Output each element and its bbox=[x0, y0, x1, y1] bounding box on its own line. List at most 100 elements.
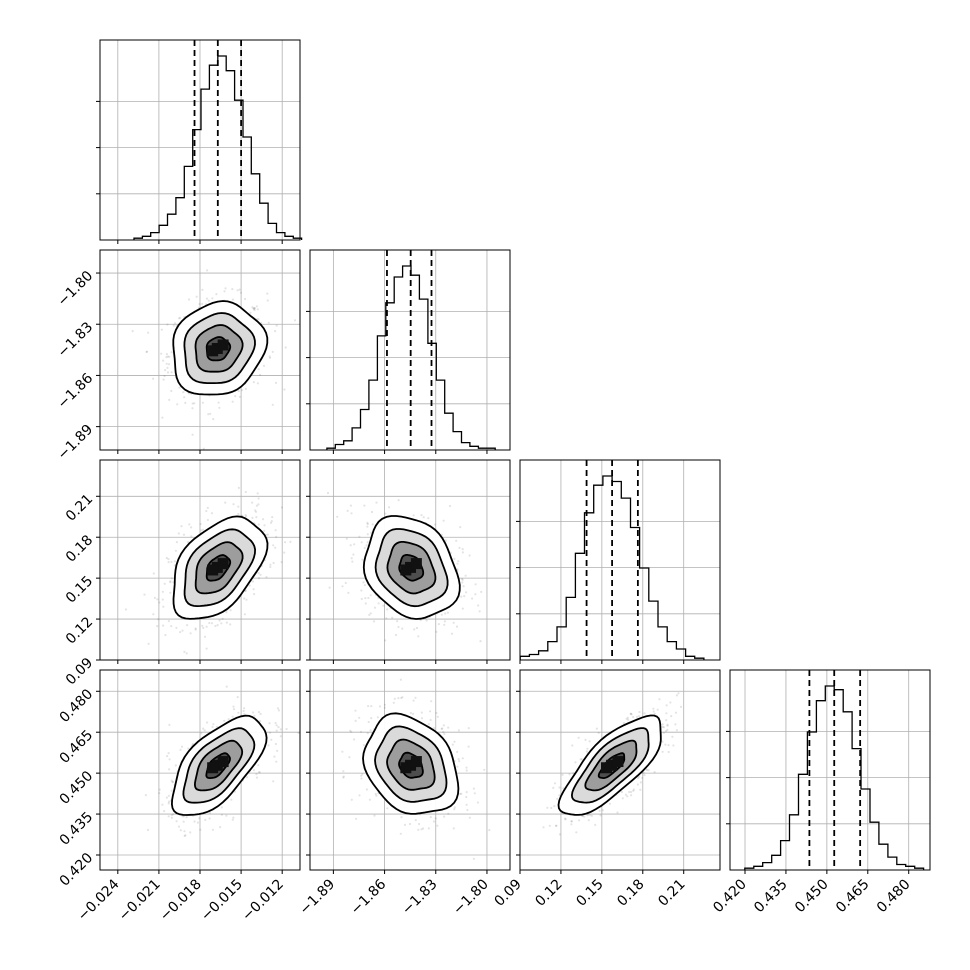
sample-point bbox=[194, 628, 197, 631]
contour-line-3 bbox=[557, 714, 662, 816]
sample-point bbox=[414, 819, 417, 822]
y-tick-label: 0.465 bbox=[57, 727, 97, 767]
contour-line-3 bbox=[170, 714, 268, 816]
sample-point bbox=[205, 509, 208, 513]
sample-point bbox=[198, 302, 201, 306]
sample-point bbox=[384, 512, 387, 515]
sample-point bbox=[399, 678, 402, 681]
sample-point bbox=[572, 772, 575, 775]
sample-point bbox=[257, 577, 261, 580]
sample-point bbox=[558, 786, 561, 789]
sample-point bbox=[388, 506, 391, 509]
sample-point bbox=[350, 798, 353, 801]
panel-frame bbox=[309, 249, 511, 451]
sample-point bbox=[275, 724, 278, 727]
sample-point bbox=[632, 715, 635, 719]
sample-point bbox=[203, 729, 206, 732]
density-peak-cell bbox=[410, 756, 422, 768]
sample-point bbox=[468, 816, 471, 819]
contour-line-2 bbox=[374, 725, 448, 803]
sample-point bbox=[369, 729, 372, 732]
sample-point bbox=[167, 752, 170, 755]
sample-point bbox=[179, 316, 182, 319]
sample-point bbox=[465, 791, 468, 794]
sample-point bbox=[597, 731, 600, 735]
sample-point bbox=[457, 560, 460, 563]
sample-point bbox=[420, 711, 423, 714]
sample-point bbox=[473, 792, 476, 795]
sample-point bbox=[341, 585, 344, 588]
sample-point bbox=[447, 812, 450, 815]
sample-point bbox=[191, 742, 194, 746]
sample-point bbox=[461, 548, 464, 551]
x-tick-label: 0.480 bbox=[874, 876, 914, 916]
sample-point bbox=[200, 732, 203, 735]
sample-point bbox=[362, 581, 365, 584]
sample-point bbox=[229, 623, 232, 626]
sample-point bbox=[370, 705, 373, 708]
sample-point bbox=[183, 830, 186, 833]
sample-point bbox=[434, 523, 437, 526]
sample-point bbox=[257, 711, 261, 714]
sample-point bbox=[382, 604, 385, 607]
histogram-panel-0 bbox=[96, 39, 303, 244]
sample-point bbox=[665, 719, 668, 722]
sample-point bbox=[204, 818, 207, 822]
x-tick-label: 0.18 bbox=[614, 876, 647, 909]
sample-point bbox=[366, 533, 369, 536]
sample-point bbox=[274, 721, 277, 725]
sample-point bbox=[471, 597, 474, 600]
sample-point bbox=[189, 632, 192, 635]
sample-point bbox=[275, 535, 278, 539]
sample-point bbox=[248, 584, 251, 587]
sample-point bbox=[238, 395, 241, 398]
sample-point bbox=[555, 824, 558, 827]
sample-point bbox=[253, 309, 256, 312]
y-tick-label: 0.435 bbox=[57, 809, 97, 849]
sample-point bbox=[252, 381, 255, 384]
sample-point bbox=[558, 794, 561, 797]
sample-point bbox=[363, 546, 366, 550]
sample-point bbox=[256, 308, 259, 311]
sample-point bbox=[429, 718, 432, 722]
sample-point bbox=[585, 750, 589, 753]
sample-point bbox=[674, 711, 678, 714]
sample-point bbox=[180, 525, 183, 528]
sample-point bbox=[639, 788, 642, 791]
sample-point bbox=[162, 378, 165, 381]
sample-point bbox=[434, 817, 437, 820]
contour-line-0 bbox=[205, 336, 232, 362]
contour-line-2 bbox=[570, 727, 650, 804]
sample-point bbox=[211, 297, 214, 300]
sample-point bbox=[562, 787, 565, 790]
x-tick-label: −0.024 bbox=[75, 876, 123, 924]
sample-point bbox=[386, 807, 389, 810]
sample-point bbox=[412, 514, 415, 517]
y-tick-label: 0.09 bbox=[63, 655, 96, 688]
sample-point bbox=[461, 757, 464, 760]
sample-point bbox=[170, 816, 173, 820]
sample-point bbox=[345, 537, 348, 540]
sample-point bbox=[231, 288, 234, 291]
sample-point bbox=[183, 396, 186, 399]
sample-point bbox=[257, 318, 260, 321]
sample-point bbox=[277, 709, 280, 712]
sample-point bbox=[191, 433, 194, 436]
sample-point bbox=[368, 798, 371, 801]
sample-point bbox=[283, 388, 286, 391]
sample-point bbox=[214, 624, 217, 628]
sample-point bbox=[601, 809, 604, 812]
density-peak-cell bbox=[400, 564, 412, 576]
sample-point bbox=[370, 717, 373, 720]
sample-point bbox=[378, 705, 382, 708]
sample-point bbox=[231, 298, 235, 301]
sample-point bbox=[441, 727, 444, 730]
sample-point bbox=[675, 694, 679, 697]
histogram-step-line bbox=[744, 685, 925, 870]
panel-frame bbox=[309, 669, 511, 871]
sample-point bbox=[342, 776, 345, 779]
contour-line-3 bbox=[172, 300, 269, 396]
sample-point bbox=[478, 610, 481, 613]
sample-point bbox=[183, 834, 186, 838]
sample-point bbox=[232, 503, 235, 506]
